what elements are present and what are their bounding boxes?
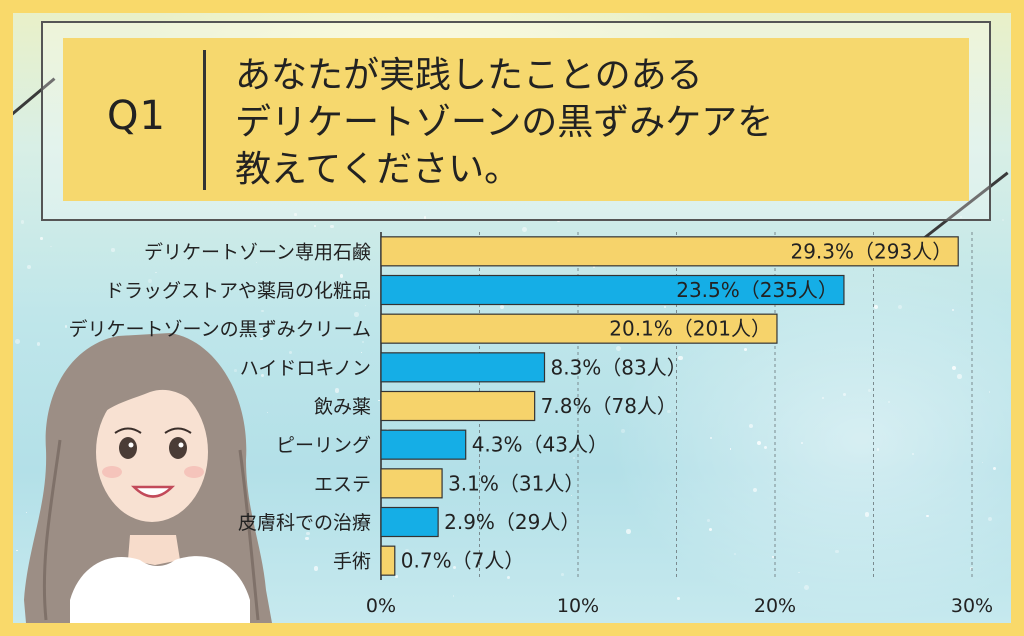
category-label: ドラッグストアや薬局の化粧品 — [105, 280, 371, 302]
question-text: あなたが実践したことのある デリケートゾーンの黒ずみケアを 教えてください。 — [235, 52, 773, 193]
category-label: エステ — [314, 473, 371, 495]
bar — [380, 390, 536, 422]
bar — [380, 313, 778, 344]
category-label: 皮膚科での治療 — [238, 512, 371, 534]
category-labels: デリケートゾーン専用石鹸ドラッグストアや薬局の化粧品デリケートゾーンの黒ずみクリ… — [69, 241, 371, 572]
bar — [380, 468, 443, 499]
question-separator — [203, 50, 206, 190]
data-label: 7.8%（78人） — [541, 394, 677, 418]
data-label: 2.9%（29人） — [444, 510, 580, 534]
bar — [380, 352, 546, 383]
x-tick-label: 20% — [754, 595, 796, 617]
category-label: ピーリング — [276, 435, 371, 457]
question-line: あなたが実践したことのある — [235, 55, 703, 96]
data-labels: 29.3%（293人） 23.5%（235人） 20.1%（201人） 8.3%（83… — [401, 239, 952, 572]
category-label: 手術 — [333, 551, 371, 573]
question-line: デリケートゾーンの黒ずみケアを — [235, 102, 774, 143]
bar — [380, 429, 467, 460]
question-panel: Q1 あなたが実践したことのある デリケートゾーンの黒ずみケアを 教えてください… — [63, 38, 969, 201]
x-axis-ticks: 0% 10% 20% 30% — [366, 595, 993, 617]
bar — [380, 545, 396, 576]
bar — [380, 236, 959, 267]
category-label: ハイドロキノン — [240, 357, 371, 379]
data-label: 0.7%（7人） — [401, 549, 525, 573]
category-label: デリケートゾーン専用石鹸 — [144, 241, 371, 263]
category-label: 飲み薬 — [314, 396, 371, 418]
bar — [380, 274, 845, 306]
woman-body — [70, 535, 250, 623]
x-tick-label: 0% — [366, 595, 396, 617]
data-label: 23.5%（235人） — [676, 278, 838, 302]
question-number: Q1 — [107, 93, 166, 139]
data-label: 20.1%（201人） — [609, 317, 771, 341]
bar — [380, 506, 439, 538]
category-label: デリケートゾーンの黒ずみクリーム — [69, 319, 371, 341]
data-label: 29.3%（293人） — [790, 239, 952, 263]
question-box: Q1 あなたが実践したことのある デリケートゾーンの黒ずみケアを 教えてください… — [41, 21, 991, 221]
bars — [380, 236, 959, 576]
woman-face — [96, 353, 211, 522]
data-label: 8.3%（83人） — [551, 355, 687, 379]
x-tick-label: 10% — [557, 595, 599, 617]
data-label: 3.1%（31人） — [448, 471, 584, 495]
question-line: 教えてください。 — [235, 149, 521, 190]
x-tick-label: 30% — [951, 595, 993, 617]
data-label: 4.3%（43人） — [472, 433, 608, 457]
